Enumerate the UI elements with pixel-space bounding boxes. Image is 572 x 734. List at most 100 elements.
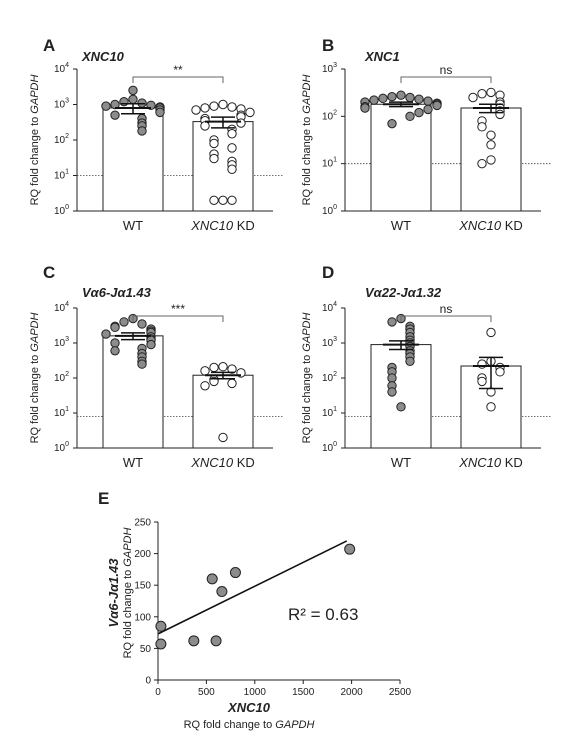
y-tick-label: 50 — [140, 644, 152, 655]
y-tick-base: 10 — [54, 135, 66, 146]
y-tick-base: 10 — [322, 159, 334, 170]
y-tick-base: 10 — [322, 206, 334, 217]
y-axis-label-text: RQ fold change to — [29, 114, 41, 206]
x-tick-label: 1500 — [292, 687, 315, 698]
data-point — [227, 143, 237, 153]
data-point — [405, 111, 415, 122]
y-axis-label-text: RQ fold change to — [301, 352, 313, 444]
panel-title: XNC1 — [364, 49, 400, 64]
y-axis-subtitle-gene: GAPDH — [122, 528, 134, 567]
panel-letter: C — [43, 263, 55, 282]
data-point — [101, 329, 111, 339]
category-suffix: KD — [501, 218, 523, 233]
significance-label: *** — [171, 302, 185, 316]
data-point — [396, 90, 406, 100]
data-point — [101, 101, 111, 111]
data-point — [414, 107, 424, 118]
y-tick-base: 10 — [54, 443, 66, 454]
data-point — [137, 126, 147, 136]
y-tick-base: 10 — [322, 338, 334, 349]
x-category-label: XNC10 KD — [458, 218, 523, 233]
y-axis-label: RQ fold change to GAPDH — [301, 313, 313, 444]
data-point — [423, 104, 433, 115]
y-tick-exponent: 1 — [333, 406, 337, 413]
data-point — [200, 103, 210, 113]
data-point — [110, 110, 120, 120]
y-tick-label: 0 — [145, 676, 151, 687]
data-point — [423, 96, 433, 106]
panel-letter: B — [322, 36, 334, 55]
y-tick-base: 10 — [54, 100, 66, 111]
y-tick-exponent: 1 — [65, 406, 69, 413]
y-tick-label: 100 — [54, 441, 69, 454]
y-tick-base: 10 — [322, 303, 334, 314]
y-tick-base: 10 — [322, 373, 334, 384]
y-axis-label-gene: GAPDH — [29, 75, 41, 114]
panel-letter: E — [98, 489, 109, 508]
y-tick-label: 103 — [322, 62, 337, 75]
y-tick-label: 150 — [134, 581, 151, 592]
data-point — [360, 103, 370, 113]
y-tick-label: 200 — [134, 549, 151, 560]
category-text: WT — [123, 455, 143, 470]
regression-line — [157, 540, 348, 635]
x-category-label: XNC10 KD — [458, 455, 523, 470]
significance-bracket — [132, 315, 224, 322]
data-point — [110, 346, 120, 356]
x-category-label: WT — [391, 218, 411, 233]
data-point — [486, 130, 496, 140]
y-tick-exponent: 3 — [333, 62, 337, 69]
y-tick-label: 100 — [322, 204, 337, 217]
data-point — [137, 359, 147, 369]
y-tick-label: 101 — [322, 406, 337, 419]
data-point — [155, 107, 165, 118]
data-point — [486, 327, 496, 338]
data-point — [119, 96, 129, 107]
category-text: WT — [391, 455, 411, 470]
x-category-label: WT — [123, 455, 143, 470]
y-tick-label: 100 — [54, 204, 69, 217]
y-tick-exponent: 4 — [65, 301, 69, 308]
panel-title: Vα6-Jα1.43 — [82, 285, 152, 300]
y-tick-label: 104 — [54, 62, 69, 75]
y-tick-exponent: 0 — [65, 204, 69, 211]
category-text: WT — [391, 218, 411, 233]
data-point — [218, 362, 228, 372]
y-tick-label: 103 — [322, 336, 337, 349]
y-tick-exponent: 1 — [333, 157, 337, 164]
data-point — [387, 91, 397, 102]
y-tick-base: 10 — [322, 408, 334, 419]
data-point — [344, 543, 356, 555]
y-tick-label: 100 — [322, 441, 337, 454]
data-point — [468, 92, 478, 103]
data-point — [200, 121, 210, 131]
y-tick-exponent: 3 — [65, 98, 69, 105]
category-suffix: KD — [233, 455, 255, 470]
data-point — [414, 94, 424, 104]
panel-title: Vα22-Jα1.32 — [365, 285, 442, 300]
category-gene: XNC10 — [190, 455, 234, 470]
y-tick-exponent: 0 — [333, 441, 337, 448]
y-tick-exponent: 4 — [65, 62, 69, 69]
y-tick-exponent: 0 — [65, 441, 69, 448]
panel-letter: D — [322, 263, 334, 282]
x-category-label: XNC10 KD — [190, 455, 255, 470]
y-axis-label-text: RQ fold change to — [29, 352, 41, 444]
y-tick-exponent: 2 — [65, 371, 69, 378]
panel-title: XNC10 — [81, 49, 125, 64]
data-point — [218, 432, 228, 443]
y-tick-label: 102 — [322, 371, 337, 384]
panel-letter: A — [43, 36, 55, 55]
y-tick-exponent: 3 — [333, 336, 337, 343]
x-axis-title: XNC10 — [227, 700, 271, 715]
y-tick-label: 101 — [54, 169, 69, 182]
data-point — [486, 87, 496, 98]
data-point — [209, 362, 219, 373]
y-tick-base: 10 — [322, 64, 334, 75]
data-point — [210, 635, 222, 647]
data-point — [387, 373, 397, 383]
bar — [370, 344, 432, 449]
significance-label: ns — [440, 302, 453, 316]
